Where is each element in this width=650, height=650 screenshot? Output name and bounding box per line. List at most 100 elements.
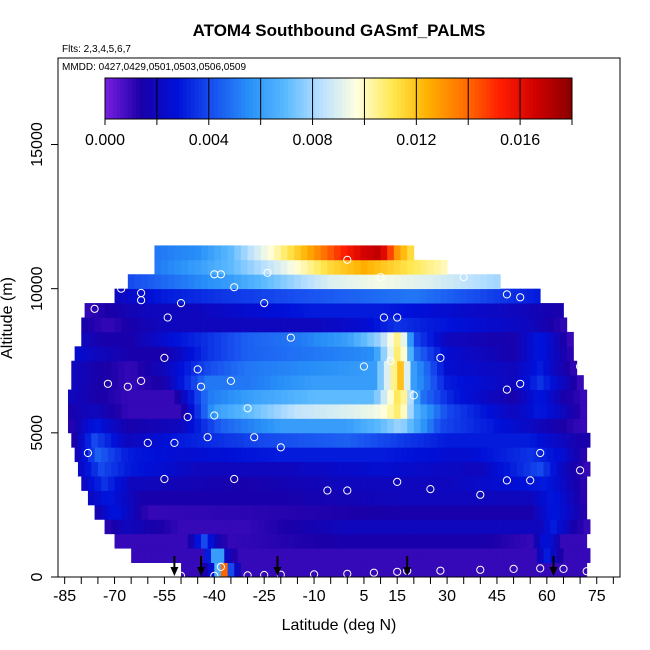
heatmap-cell bbox=[167, 288, 175, 304]
heatmap-cell bbox=[104, 303, 112, 318]
heatmap-cell bbox=[430, 360, 438, 376]
heatmap-cell bbox=[184, 360, 192, 376]
heatmap-cell bbox=[220, 317, 228, 333]
heatmap-cell bbox=[490, 303, 498, 318]
heatmap-cell bbox=[367, 447, 375, 463]
heatmap-cell bbox=[260, 317, 268, 333]
heatmap-cell bbox=[254, 533, 262, 549]
heatmap-cell bbox=[124, 360, 132, 376]
heatmap-cell bbox=[340, 533, 348, 549]
x-axis-label: Latitude (deg N) bbox=[282, 617, 397, 634]
heatmap-cell bbox=[284, 461, 292, 477]
heatmap-cell bbox=[164, 519, 172, 535]
heatmap-cell bbox=[310, 519, 318, 535]
colorbar-segment bbox=[217, 78, 223, 119]
heatmap-cell bbox=[470, 303, 478, 318]
heatmap-cell bbox=[147, 331, 155, 347]
heatmap-cell bbox=[480, 476, 488, 491]
heatmap-cell bbox=[467, 476, 475, 491]
heatmap-cell bbox=[324, 303, 332, 318]
heatmap-cell bbox=[516, 360, 524, 376]
heatmap-cell bbox=[420, 317, 428, 333]
colorbar-segment bbox=[272, 78, 277, 119]
heatmap-cell bbox=[477, 548, 485, 563]
heatmap-cell bbox=[314, 288, 322, 304]
heatmap-cell bbox=[280, 317, 288, 333]
heatmap-cell bbox=[393, 245, 401, 261]
heatmap-cell bbox=[280, 490, 288, 506]
heatmap-cell bbox=[121, 288, 129, 304]
heatmap-cell bbox=[566, 562, 574, 578]
y-tick-label: 15000 bbox=[29, 122, 46, 167]
heatmap-cell bbox=[496, 303, 505, 318]
colorbar-segment bbox=[357, 78, 363, 119]
heatmap-cell bbox=[277, 360, 285, 376]
heatmap-cell bbox=[154, 476, 162, 491]
colorbar-segment bbox=[501, 78, 507, 119]
heatmap-cell bbox=[194, 533, 202, 549]
heatmap-cell bbox=[417, 303, 425, 318]
heatmap-cell bbox=[433, 331, 441, 347]
heatmap-cell bbox=[546, 562, 554, 578]
heatmap-cell bbox=[257, 461, 265, 477]
heatmap-cell bbox=[580, 476, 588, 491]
colorbar-tick-label: 0.012 bbox=[396, 132, 436, 149]
heatmap-cell bbox=[67, 389, 76, 405]
heatmap-cell bbox=[520, 562, 528, 578]
sample-point bbox=[123, 261, 132, 270]
heatmap-cell bbox=[280, 245, 288, 261]
heatmap-cell bbox=[121, 389, 129, 405]
heatmap-cell bbox=[314, 533, 322, 549]
sample-point bbox=[376, 273, 385, 282]
heatmap-cell bbox=[566, 490, 574, 506]
heatmap-cell bbox=[387, 418, 395, 434]
heatmap-cell bbox=[247, 562, 255, 578]
sample-point bbox=[409, 391, 418, 400]
heatmap-cell bbox=[353, 562, 362, 578]
heatmap-cell bbox=[334, 533, 342, 549]
heatmap-cell bbox=[181, 418, 189, 434]
heatmap-cell bbox=[387, 404, 395, 419]
heatmap-cell bbox=[423, 461, 431, 477]
heatmap-cell bbox=[187, 389, 195, 405]
heatmap-cell bbox=[553, 331, 561, 347]
heatmap-cell bbox=[526, 317, 534, 333]
heatmap-cell bbox=[423, 548, 431, 563]
heatmap-cell bbox=[486, 331, 495, 347]
heatmap-cell bbox=[324, 548, 332, 563]
heatmap-cell bbox=[187, 562, 195, 578]
heatmap-cell bbox=[294, 447, 302, 463]
heatmap-cell bbox=[516, 461, 524, 477]
heatmap-cell bbox=[260, 259, 268, 275]
heatmap-cell bbox=[214, 288, 222, 304]
heatmap-cell bbox=[340, 562, 348, 578]
heatmap-cell bbox=[327, 288, 335, 304]
heatmap-cell bbox=[247, 476, 255, 491]
colorbar-segment bbox=[190, 78, 196, 119]
heatmap-cell bbox=[167, 331, 175, 347]
heatmap-cell bbox=[427, 346, 435, 362]
colorbar-segment bbox=[124, 78, 129, 119]
heatmap-cell bbox=[526, 389, 534, 405]
heatmap-cell bbox=[417, 432, 425, 448]
heatmap-cell bbox=[164, 432, 172, 448]
heatmap-cell bbox=[320, 418, 328, 434]
colorbar-segment bbox=[490, 78, 495, 119]
heatmap-cell bbox=[307, 490, 315, 506]
heatmap-cell bbox=[257, 548, 265, 563]
heatmap-cell bbox=[174, 533, 182, 549]
heatmap-cell bbox=[400, 245, 408, 261]
heatmap-cell bbox=[320, 259, 328, 275]
heatmap-cell bbox=[197, 519, 205, 535]
heatmap-cell bbox=[327, 533, 335, 549]
heatmap-cell bbox=[207, 404, 215, 419]
heatmap-cell bbox=[503, 432, 511, 448]
heatmap-cell bbox=[550, 303, 558, 318]
heatmap-cell bbox=[240, 346, 248, 362]
heatmap-cell bbox=[350, 519, 358, 535]
heatmap-cell bbox=[383, 548, 391, 563]
heatmap-cell bbox=[506, 418, 514, 434]
sample-point bbox=[176, 299, 186, 308]
heatmap-cell bbox=[107, 331, 115, 347]
heatmap-cell bbox=[533, 288, 541, 304]
